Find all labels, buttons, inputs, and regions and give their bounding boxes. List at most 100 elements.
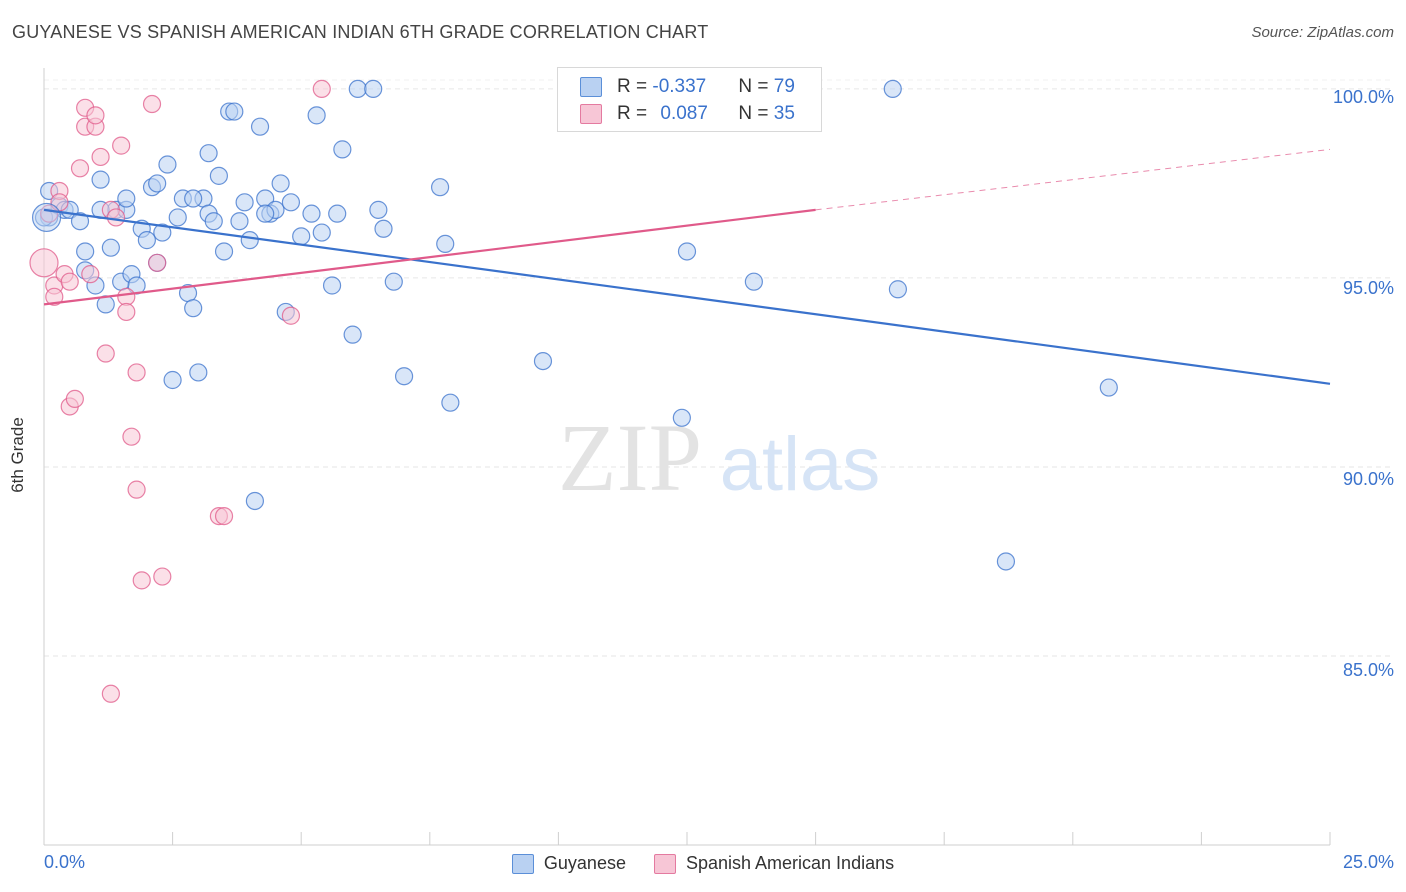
spanish-american-indians-trend-line bbox=[43, 208, 816, 306]
guyanese-point bbox=[250, 117, 270, 136]
guyanese-point bbox=[744, 272, 763, 291]
spanish-american-indians-point bbox=[127, 363, 146, 382]
guyanese-point bbox=[225, 102, 244, 121]
guyanese-point bbox=[153, 223, 172, 242]
guyanese-point bbox=[214, 242, 234, 261]
guyanese-point bbox=[292, 227, 311, 246]
n-label: N = bbox=[738, 76, 774, 97]
guyanese-legend-swatch bbox=[511, 853, 534, 874]
spanish-american-indians-point bbox=[281, 306, 301, 325]
guyanese-point bbox=[199, 144, 218, 163]
spanish-american-indians-point bbox=[106, 208, 126, 227]
guyanese-point bbox=[209, 166, 228, 185]
guyanese-point bbox=[230, 212, 249, 231]
guyanese-point bbox=[348, 79, 367, 99]
legend-label-guyanese: Guyanese bbox=[543, 853, 626, 873]
spanish-american-indians-point bbox=[101, 684, 120, 703]
spanish-american-indians-point bbox=[70, 159, 90, 178]
spanish-american-indians-swatch bbox=[580, 104, 602, 124]
legend-item-guyanese[interactable]: Guyanese bbox=[511, 853, 626, 874]
spanish-american-indians-point bbox=[153, 567, 172, 586]
stats-legend-row-spanish-american-indians: R = 0.087 N = 35 bbox=[580, 101, 795, 127]
y-axis-label: 6th Grade bbox=[8, 417, 27, 493]
spanish-american-indians-point bbox=[132, 571, 151, 590]
guyanese-point bbox=[235, 193, 254, 212]
spanish-american-indians-point bbox=[86, 106, 105, 125]
guyanese-point bbox=[158, 155, 177, 174]
spanish-american-indians-trend-extension bbox=[815, 148, 1331, 211]
spanish-american-indians-legend-swatch bbox=[653, 853, 676, 874]
legend-item-spanish-american-indians[interactable]: Spanish American Indians bbox=[653, 853, 895, 874]
grid-lines bbox=[44, 79, 1392, 657]
data-points bbox=[29, 79, 1118, 703]
guyanese-point bbox=[184, 299, 203, 318]
spanish-american-indians-point bbox=[81, 265, 100, 284]
guyanese-point bbox=[996, 552, 1016, 571]
spanish-american-indians-point bbox=[122, 427, 141, 446]
r-value: 0.087 bbox=[660, 103, 708, 124]
guyanese-point bbox=[31, 202, 62, 233]
guyanese-point bbox=[883, 79, 902, 99]
guyanese-point bbox=[441, 393, 460, 412]
spanish-american-indians-point bbox=[142, 94, 162, 114]
guyanese-point bbox=[70, 212, 90, 231]
r-label: R = bbox=[617, 103, 653, 124]
guyanese-point bbox=[394, 367, 414, 386]
spanish-american-indians-point bbox=[112, 136, 131, 155]
series-legend: Guyanese Spanish American Indians bbox=[0, 853, 1406, 874]
spanish-american-indians-point bbox=[148, 253, 167, 272]
r-label: R = bbox=[617, 76, 653, 97]
guyanese-point bbox=[888, 280, 908, 299]
guyanese-point bbox=[312, 223, 331, 242]
guyanese-point bbox=[101, 238, 120, 257]
chart-title: GUYANESE VS SPANISH AMERICAN INDIAN 6TH … bbox=[12, 22, 709, 42]
source-label: Source: ZipAtlas.com bbox=[1251, 24, 1394, 41]
spanish-american-indians-point bbox=[96, 344, 115, 363]
guyanese-point bbox=[271, 174, 290, 193]
guyanese-point bbox=[328, 204, 347, 223]
y-tick-label-90: 90.0% bbox=[1342, 469, 1394, 489]
n-value: 79 bbox=[773, 76, 795, 97]
guyanese-trend-line bbox=[43, 208, 1331, 385]
guyanese-point bbox=[137, 231, 156, 250]
guyanese-point bbox=[184, 189, 203, 208]
guyanese-point bbox=[533, 351, 553, 371]
guyanese-point bbox=[677, 242, 697, 261]
n-value: 35 bbox=[773, 103, 795, 124]
guyanese-point bbox=[256, 204, 275, 223]
n-label: N = bbox=[738, 103, 774, 124]
guyanese-point bbox=[76, 242, 95, 261]
spanish-american-indians-point bbox=[214, 506, 234, 526]
watermark-atlas: atlas bbox=[720, 422, 881, 507]
spanish-american-indians-point bbox=[91, 147, 110, 167]
spanish-american-indians-point bbox=[117, 287, 136, 306]
y-tick-label-85: 85.0% bbox=[1342, 660, 1394, 680]
guyanese-point bbox=[302, 204, 321, 223]
guyanese-point bbox=[189, 363, 208, 382]
spanish-american-indians-point bbox=[65, 389, 84, 409]
guyanese-point bbox=[204, 212, 223, 231]
spanish-american-indians-point bbox=[117, 302, 136, 322]
x-tick-label-max: 25.0% bbox=[1342, 852, 1394, 872]
y-tick-label-95: 95.0% bbox=[1342, 278, 1394, 298]
guyanese-point bbox=[245, 491, 265, 511]
guyanese-point bbox=[333, 140, 352, 159]
stats-legend-row-guyanese: R = -0.337 N = 79 bbox=[580, 74, 795, 100]
guyanese-point bbox=[384, 272, 403, 291]
guyanese-point bbox=[369, 200, 388, 219]
guyanese-point bbox=[148, 174, 167, 193]
spanish-american-indians-point bbox=[29, 248, 59, 278]
guyanese-point bbox=[343, 325, 362, 344]
watermark: ZIP atlas bbox=[558, 404, 880, 511]
r-value: -0.337 bbox=[652, 76, 707, 97]
guyanese-point bbox=[307, 106, 326, 125]
spanish-american-indians-point bbox=[45, 287, 64, 306]
guyanese-point bbox=[117, 189, 136, 208]
y-tick-label-100: 100.0% bbox=[1332, 87, 1394, 107]
guyanese-point bbox=[168, 208, 187, 227]
guyanese-point bbox=[672, 408, 691, 427]
guyanese-point bbox=[281, 193, 301, 212]
legend-label-spanish-american-indians: Spanish American Indians bbox=[685, 853, 895, 873]
spanish-american-indians-point bbox=[312, 79, 331, 99]
